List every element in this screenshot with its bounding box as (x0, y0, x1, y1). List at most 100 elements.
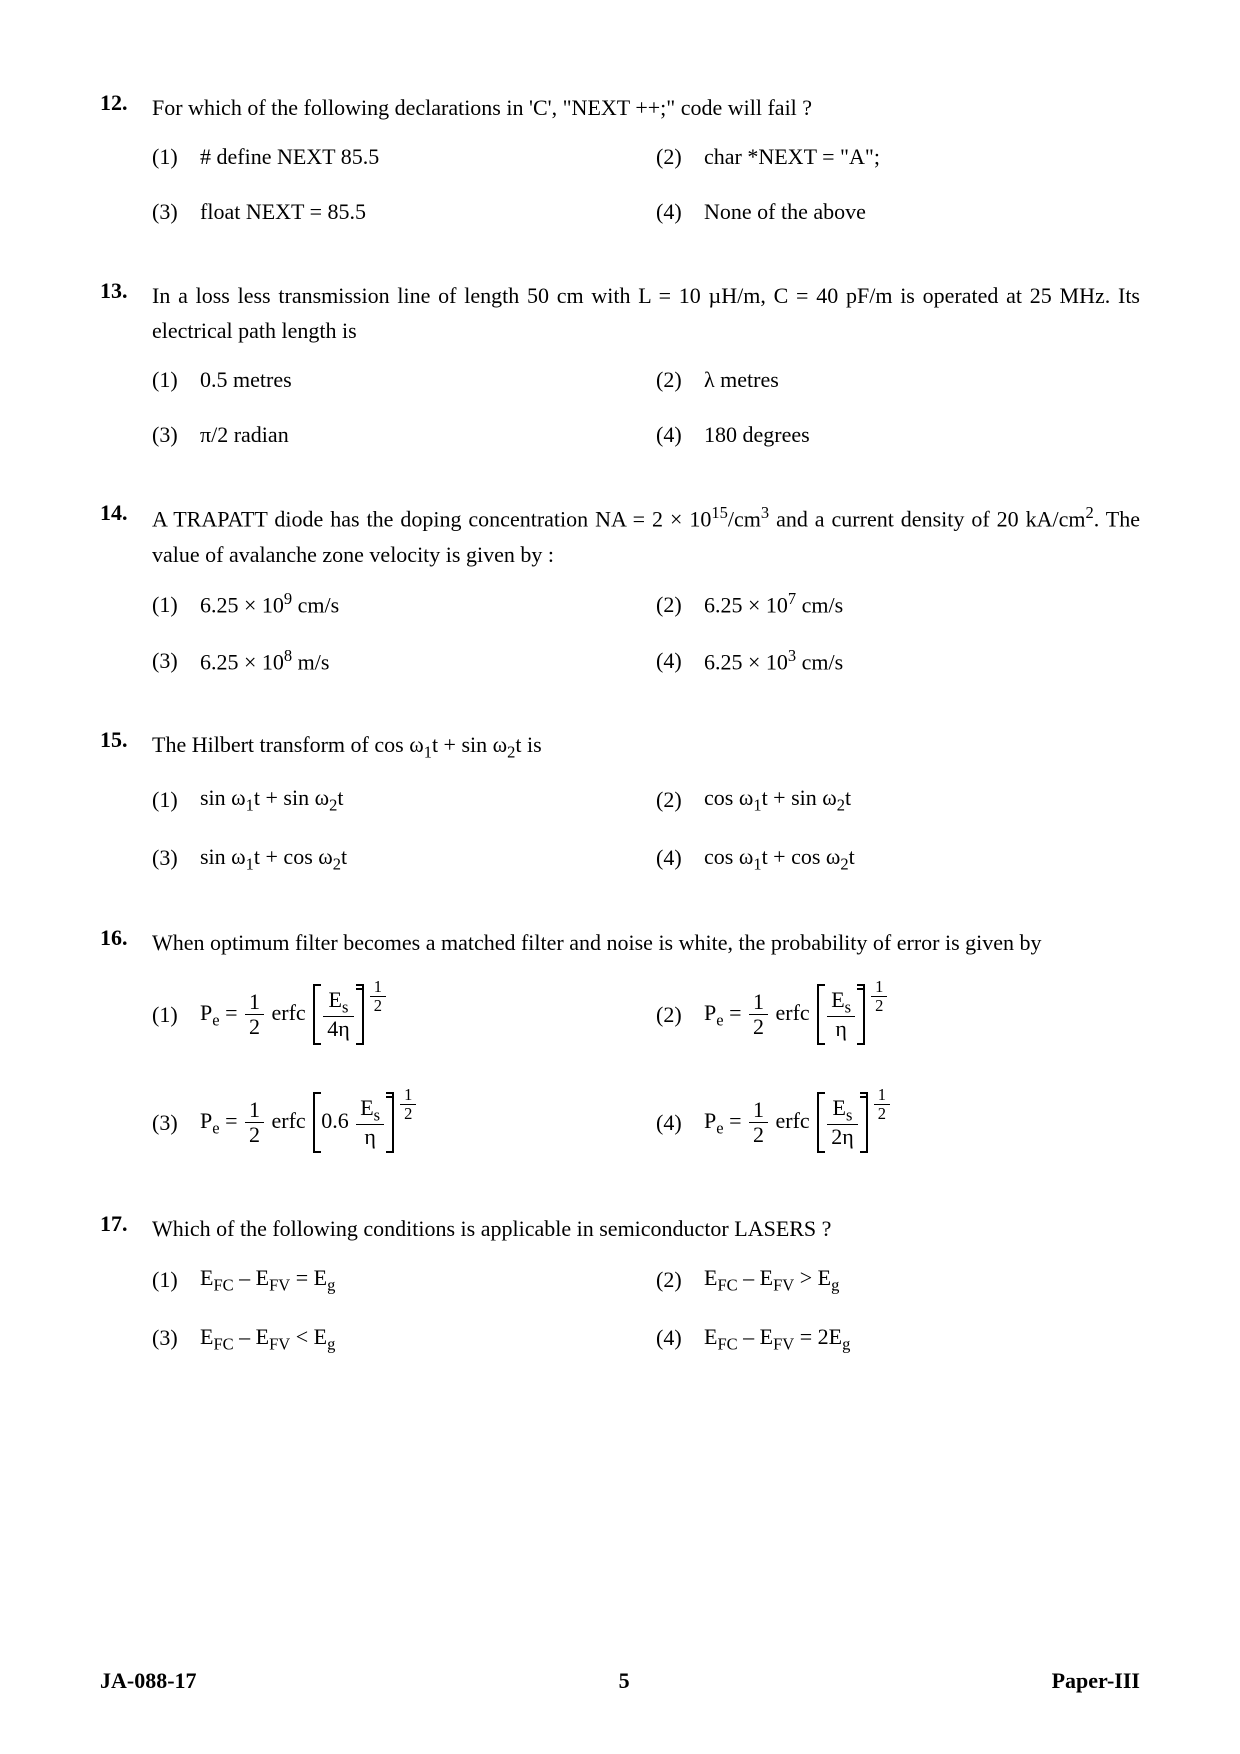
option-text: 6.25 × 108 m/s (200, 643, 636, 680)
option-text: 6.25 × 103 cm/s (704, 643, 1140, 680)
question-body: Which of the following conditions is app… (152, 1211, 1140, 1358)
option-text: cos ω1t + cos ω2t (704, 839, 1140, 878)
option-text: EFC – EFV = Eg (200, 1260, 636, 1299)
exponent: 3 (761, 503, 769, 522)
question-15: 15. The Hilbert transform of cos ω1t + s… (100, 727, 1140, 877)
option-formula: Pe = 12 erfc Es4η12 (200, 984, 636, 1046)
option-number: (4) (656, 643, 704, 678)
option-1[interactable]: (1) sin ω1t + sin ω2t (152, 780, 636, 819)
option-text: EFC – EFV < Eg (200, 1319, 636, 1358)
option-number: (1) (152, 1262, 200, 1297)
options: (1) 0.5 metres (2) λ metres (3) π/2 radi… (152, 362, 1140, 452)
option-formula: Pe = 12 erfc Esη12 (704, 984, 1140, 1046)
options: (1) sin ω1t + sin ω2t (2) cos ω1t + sin … (152, 780, 1140, 878)
bracket: 0.6 Esη (313, 1092, 394, 1154)
question-body: When optimum filter becomes a matched fi… (152, 925, 1140, 1162)
question-17: 17. Which of the following conditions is… (100, 1211, 1140, 1358)
option-2[interactable]: (2) char *NEXT = "A"; (656, 139, 1140, 174)
question-body: A TRAPATT diode has the doping concentra… (152, 500, 1140, 679)
option-1[interactable]: (1) # define NEXT 85.5 (152, 139, 636, 174)
question-text: When optimum filter becomes a matched fi… (152, 925, 1140, 960)
option-text: sin ω1t + sin ω2t (200, 780, 636, 819)
option-text: λ metres (704, 362, 1140, 397)
option-4[interactable]: (4) Pe = 12 erfc Es2η12 (656, 1083, 1140, 1163)
option-text: char *NEXT = "A"; (704, 139, 1140, 174)
option-2[interactable]: (2) cos ω1t + sin ω2t (656, 780, 1140, 819)
options: (1) 6.25 × 109 cm/s (2) 6.25 × 107 cm/s … (152, 586, 1140, 679)
option-number: (3) (152, 840, 200, 875)
question-text: A TRAPATT diode has the doping concentra… (152, 500, 1140, 572)
text-part: and a current density of 20 kA/cm (769, 507, 1085, 532)
question-text: In a loss less transmission line of leng… (152, 278, 1140, 348)
option-4[interactable]: (4) 6.25 × 103 cm/s (656, 643, 1140, 680)
option-2[interactable]: (2) λ metres (656, 362, 1140, 397)
option-3[interactable]: (3) Pe = 12 erfc 0.6 Esη12 (152, 1083, 636, 1163)
option-3[interactable]: (3) 6.25 × 108 m/s (152, 643, 636, 680)
options: (1) EFC – EFV = Eg (2) EFC – EFV > Eg (3… (152, 1260, 1140, 1358)
question-number: 13. (100, 278, 152, 304)
question-13: 13. In a loss less transmission line of … (100, 278, 1140, 453)
option-number: (2) (656, 782, 704, 817)
question-body: The Hilbert transform of cos ω1t + sin ω… (152, 727, 1140, 877)
option-text: EFC – EFV > Eg (704, 1260, 1140, 1299)
option-4[interactable]: (4) EFC – EFV = 2Eg (656, 1319, 1140, 1358)
fraction: 12 (749, 1098, 768, 1147)
fraction: 12 (749, 990, 768, 1039)
bracket: Es2η (817, 1092, 868, 1154)
option-number: (3) (152, 643, 200, 678)
option-2[interactable]: (2) Pe = 12 erfc Esη12 (656, 975, 1140, 1055)
option-number: (2) (656, 997, 704, 1032)
question-number: 14. (100, 500, 152, 526)
exponent: 12 (368, 978, 388, 1015)
option-3[interactable]: (3) EFC – EFV < Eg (152, 1319, 636, 1358)
option-3[interactable]: (3) π/2 radian (152, 417, 636, 452)
text-part: A TRAPATT diode has the doping concentra… (152, 507, 711, 532)
option-4[interactable]: (4) None of the above (656, 194, 1140, 229)
option-number: (1) (152, 997, 200, 1032)
question-body: In a loss less transmission line of leng… (152, 278, 1140, 453)
fraction: Esη (827, 988, 855, 1042)
question-text: Which of the following conditions is app… (152, 1211, 1140, 1246)
option-text: 0.5 metres (200, 362, 636, 397)
options: (1) Pe = 12 erfc Es4η12 (2) Pe = 12 erfc… (152, 975, 1140, 1163)
option-4[interactable]: (4) 180 degrees (656, 417, 1140, 452)
option-text: π/2 radian (200, 417, 636, 452)
question-number: 16. (100, 925, 152, 951)
option-text: sin ω1t + cos ω2t (200, 839, 636, 878)
option-text: 6.25 × 107 cm/s (704, 586, 1140, 623)
page-footer: JA-088-17 5 Paper-III (100, 1668, 1140, 1694)
fraction: Es4η (323, 988, 354, 1042)
option-1[interactable]: (1) 0.5 metres (152, 362, 636, 397)
exponent: 12 (869, 978, 889, 1015)
option-1[interactable]: (1) EFC – EFV = Eg (152, 1260, 636, 1299)
exponent: 12 (398, 1086, 418, 1123)
option-1[interactable]: (1) 6.25 × 109 cm/s (152, 586, 636, 623)
option-number: (2) (656, 362, 704, 397)
option-3[interactable]: (3) float NEXT = 85.5 (152, 194, 636, 229)
fraction: Es2η (827, 1096, 858, 1150)
option-formula: Pe = 12 erfc Es2η12 (704, 1092, 1140, 1154)
fraction: 12 (245, 1098, 264, 1147)
option-number: (4) (656, 1105, 704, 1140)
option-2[interactable]: (2) 6.25 × 107 cm/s (656, 586, 1140, 623)
option-text: EFC – EFV = 2Eg (704, 1319, 1140, 1358)
option-number: (1) (152, 782, 200, 817)
question-14: 14. A TRAPATT diode has the doping conce… (100, 500, 1140, 679)
option-1[interactable]: (1) Pe = 12 erfc Es4η12 (152, 975, 636, 1055)
option-number: (3) (152, 417, 200, 452)
option-formula: Pe = 12 erfc 0.6 Esη12 (200, 1092, 636, 1154)
question-12: 12. For which of the following declarati… (100, 90, 1140, 230)
footer-center: 5 (619, 1668, 630, 1694)
text-part: /cm (728, 507, 761, 532)
footer-right: Paper-III (1052, 1668, 1140, 1694)
fraction: Esη (356, 1096, 384, 1150)
question-number: 15. (100, 727, 152, 753)
option-text: cos ω1t + sin ω2t (704, 780, 1140, 819)
option-3[interactable]: (3) sin ω1t + cos ω2t (152, 839, 636, 878)
question-16: 16. When optimum filter becomes a matche… (100, 925, 1140, 1162)
option-number: (3) (152, 1105, 200, 1140)
option-number: (1) (152, 587, 200, 622)
question-text: The Hilbert transform of cos ω1t + sin ω… (152, 727, 1140, 766)
option-4[interactable]: (4) cos ω1t + cos ω2t (656, 839, 1140, 878)
option-2[interactable]: (2) EFC – EFV > Eg (656, 1260, 1140, 1299)
